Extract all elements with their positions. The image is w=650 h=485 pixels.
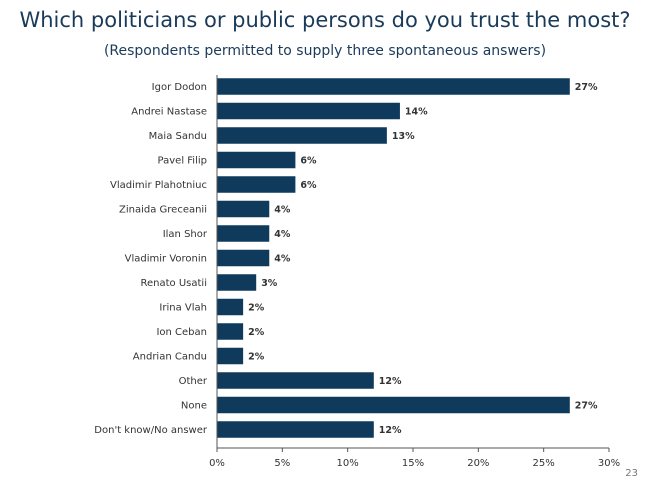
chart-subtitle: (Respondents permitted to supply three s… — [103, 43, 547, 59]
category-label: Zinaida Greceanii — [119, 205, 207, 216]
page-number: 23 — [625, 468, 638, 479]
category-label: Andrian Candu — [133, 352, 207, 363]
bar — [217, 225, 270, 242]
value-label: 6% — [300, 156, 317, 167]
category-label: Vladimir Voronin — [125, 254, 207, 265]
bars-layer: Igor Dodon 27% Andrei Nastase 14% Maia Sandu… — [94, 78, 598, 438]
x-tick-label: 15% — [402, 458, 424, 469]
bar — [217, 421, 374, 438]
bar — [217, 396, 570, 414]
bar — [217, 176, 296, 193]
bar — [217, 274, 257, 291]
value-label: 2% — [248, 303, 265, 314]
category-label: Irina Vlah — [159, 303, 207, 314]
bar — [217, 372, 374, 389]
value-label: 4% — [274, 229, 291, 240]
category-label: Other — [179, 376, 208, 387]
category-label: None — [181, 401, 207, 412]
category-label: Andrei Nastase — [131, 107, 207, 118]
value-label: 6% — [300, 180, 317, 191]
x-axis: 0% 5% 10% 15% 20% 25% 30% — [209, 75, 620, 469]
category-label: Renato Usatii — [141, 278, 207, 289]
bar — [217, 151, 296, 169]
value-label: 12% — [379, 425, 402, 436]
value-label: 2% — [248, 352, 265, 363]
category-label: Vladimir Plahotniuc — [110, 180, 207, 191]
category-label: Don't know/No answer — [94, 425, 208, 436]
bar — [217, 127, 387, 144]
value-label: 2% — [248, 327, 265, 338]
value-label: 14% — [405, 107, 428, 118]
x-tick-label: 20% — [467, 458, 489, 469]
category-label: Igor Dodon — [152, 82, 207, 93]
chart-title: Which politicians or public persons do y… — [19, 8, 631, 32]
value-label: 3% — [261, 278, 278, 289]
category-label: Ion Ceban — [156, 327, 207, 338]
bar — [217, 298, 244, 316]
bar — [217, 102, 400, 120]
value-label: 4% — [274, 254, 291, 265]
bar — [217, 347, 244, 365]
category-label: Ilan Shor — [163, 229, 208, 240]
value-label: 12% — [379, 376, 402, 387]
value-label: 27% — [575, 82, 598, 93]
x-tick-label: 25% — [533, 458, 555, 469]
bar — [217, 200, 270, 218]
bar — [217, 78, 570, 95]
x-tick-label: 5% — [274, 458, 290, 469]
category-label: Maia Sandu — [149, 131, 207, 142]
value-label: 27% — [575, 401, 598, 412]
bar — [217, 323, 244, 340]
value-label: 4% — [274, 205, 291, 216]
x-tick-label: 10% — [337, 458, 359, 469]
bar — [217, 249, 270, 267]
category-label: Pavel Filip — [158, 156, 207, 167]
x-tick-label: 30% — [598, 458, 620, 469]
value-label: 13% — [392, 131, 415, 142]
x-tick-label: 0% — [209, 458, 225, 469]
